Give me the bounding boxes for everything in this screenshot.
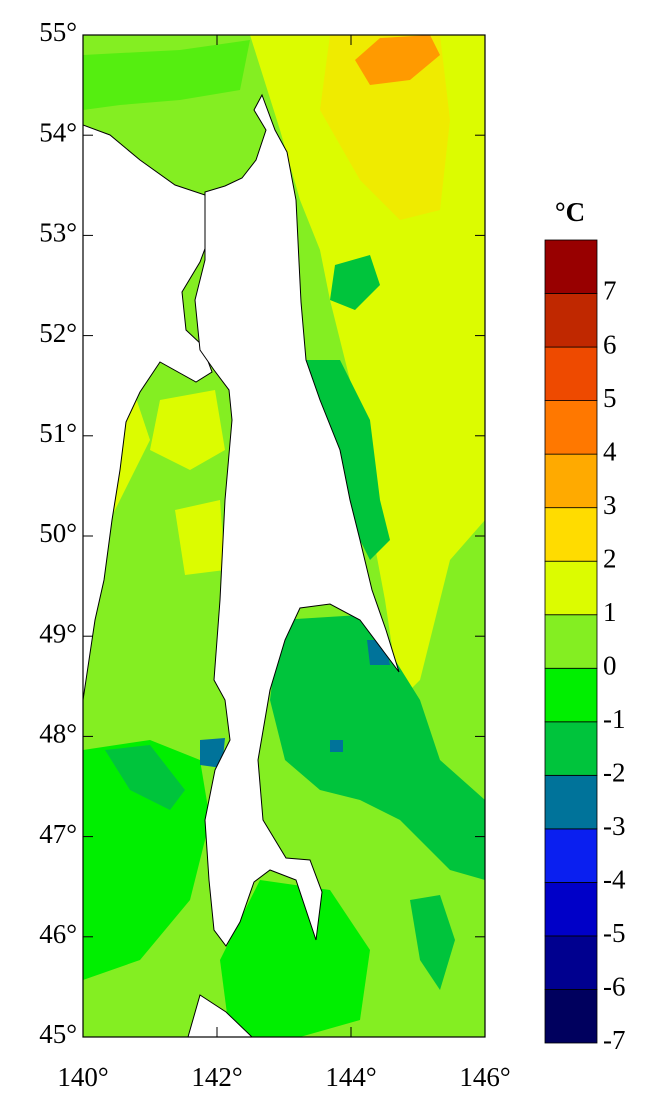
colorbar-box xyxy=(544,293,598,348)
colorbar-box xyxy=(544,667,598,723)
lat-tick-label: 45° xyxy=(39,1019,77,1049)
colorbar-box xyxy=(544,453,598,509)
colorbar-label: -7 xyxy=(603,1025,626,1055)
colorbar-box xyxy=(544,935,598,990)
lon-tick-label: 140° xyxy=(57,1062,108,1092)
colorbar-label: -1 xyxy=(603,704,626,734)
colorbar-box xyxy=(544,721,598,776)
colorbar-label: 2 xyxy=(603,543,617,573)
colorbar-box xyxy=(544,400,598,455)
lon-tick-label: 146° xyxy=(459,1062,510,1092)
lat-tick-label: 48° xyxy=(39,719,77,749)
colorbar-label: 0 xyxy=(603,650,617,680)
colorbar-box xyxy=(544,560,598,616)
lon-tick-label: 142° xyxy=(191,1062,242,1092)
lat-tick-label: 46° xyxy=(39,919,77,949)
colorbar-box xyxy=(544,507,598,562)
colorbar-box xyxy=(544,346,598,402)
colorbar-box xyxy=(544,614,598,669)
lat-tick-label: 49° xyxy=(39,618,77,648)
colorbar-label: 5 xyxy=(603,383,617,413)
colorbar-label: -5 xyxy=(603,918,626,948)
colorbar-label: 4 xyxy=(603,436,617,466)
colorbar-label: -3 xyxy=(603,811,626,841)
colorbar-box xyxy=(544,882,598,937)
colorbar-label: 6 xyxy=(603,329,617,359)
lat-tick-label: 55° xyxy=(39,17,77,47)
colorbar-box xyxy=(544,828,598,883)
lat-tick-label: 50° xyxy=(39,518,77,548)
lat-tick-label: 47° xyxy=(39,819,77,849)
colorbar-box xyxy=(544,989,598,1044)
lat-tick-label: 52° xyxy=(39,318,77,348)
lat-tick-label: 54° xyxy=(39,117,77,147)
temperature-field xyxy=(83,35,485,1037)
lat-tick-label: 53° xyxy=(39,218,77,248)
colorbar-unit: °C xyxy=(555,197,585,227)
colorbar-box xyxy=(544,239,598,294)
lat-tick-label: 51° xyxy=(39,418,77,448)
colorbar-label: 7 xyxy=(603,276,617,306)
colorbar-label: -6 xyxy=(603,972,626,1002)
colorbar-box xyxy=(544,774,598,830)
colorbar-label: -4 xyxy=(603,865,626,895)
lon-tick-label: 144° xyxy=(325,1062,376,1092)
colorbar-label: 3 xyxy=(603,490,617,520)
colorbar-label: 1 xyxy=(603,597,617,627)
colorbar-label: -2 xyxy=(603,758,626,788)
